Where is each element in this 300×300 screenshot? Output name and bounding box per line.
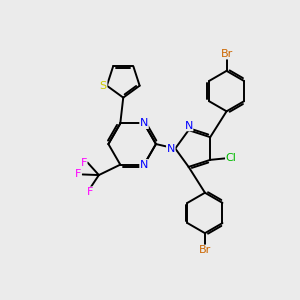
Text: N: N [140, 160, 148, 170]
Text: Cl: Cl [226, 153, 236, 164]
Text: Br: Br [199, 245, 211, 255]
Text: F: F [87, 187, 94, 197]
Text: F: F [80, 158, 87, 168]
Text: S: S [100, 81, 107, 91]
Text: Br: Br [220, 49, 233, 58]
Text: N: N [140, 118, 148, 128]
Text: F: F [75, 169, 81, 179]
Text: N: N [167, 143, 175, 154]
Text: N: N [184, 121, 193, 131]
